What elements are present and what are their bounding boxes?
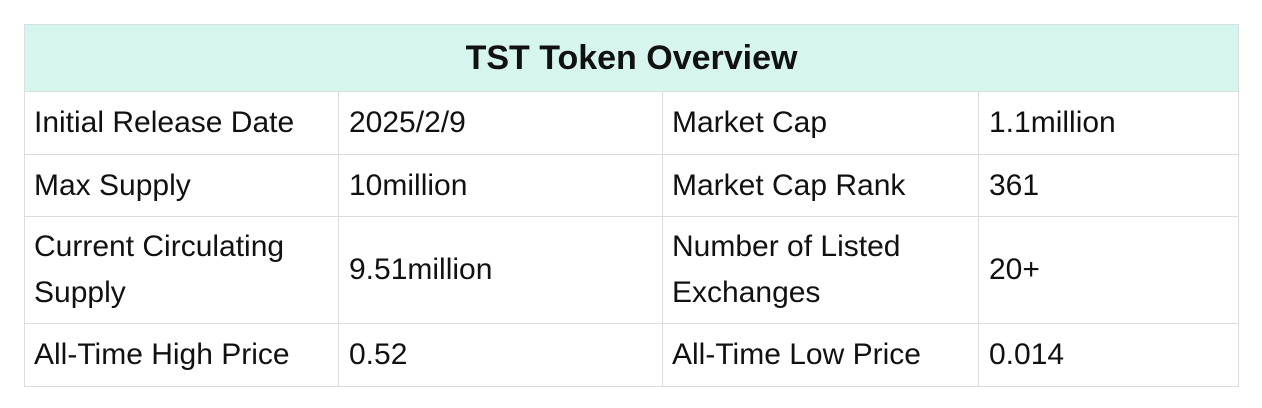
row-label: Max Supply <box>24 154 339 217</box>
row-value: 1.1million <box>977 91 1240 155</box>
table-row: Current Circulating Supply 9.51million N… <box>24 216 1240 324</box>
table-row: All-Time High Price 0.52 All-Time Low Pr… <box>24 323 1240 387</box>
token-overview-table: TST Token Overview Initial Release Date … <box>23 24 1240 387</box>
row-label: All-Time High Price <box>24 323 339 387</box>
table-title: TST Token Overview <box>23 24 1240 92</box>
row-label: Market Cap Rank <box>662 154 979 217</box>
row-label: Current Circulating Supply <box>24 216 339 324</box>
row-value: 20+ <box>977 216 1240 324</box>
row-value: 2025/2/9 <box>338 91 663 155</box>
table-row: Max Supply 10million Market Cap Rank 361 <box>24 154 1240 217</box>
row-value: 0.52 <box>338 323 663 387</box>
row-label: Market Cap <box>662 91 979 155</box>
row-value: 10million <box>338 154 663 217</box>
row-value: 0.014 <box>977 323 1240 387</box>
row-label: Initial Release Date <box>24 91 339 155</box>
row-label: Number of Listed Exchanges <box>662 216 979 324</box>
table-row: Initial Release Date 2025/2/9 Market Cap… <box>24 91 1240 155</box>
row-value: 361 <box>977 154 1240 217</box>
row-value: 9.51million <box>338 216 663 324</box>
token-overview-table-container: TST Token Overview Initial Release Date … <box>23 24 1240 387</box>
row-label: All-Time Low Price <box>662 323 979 387</box>
